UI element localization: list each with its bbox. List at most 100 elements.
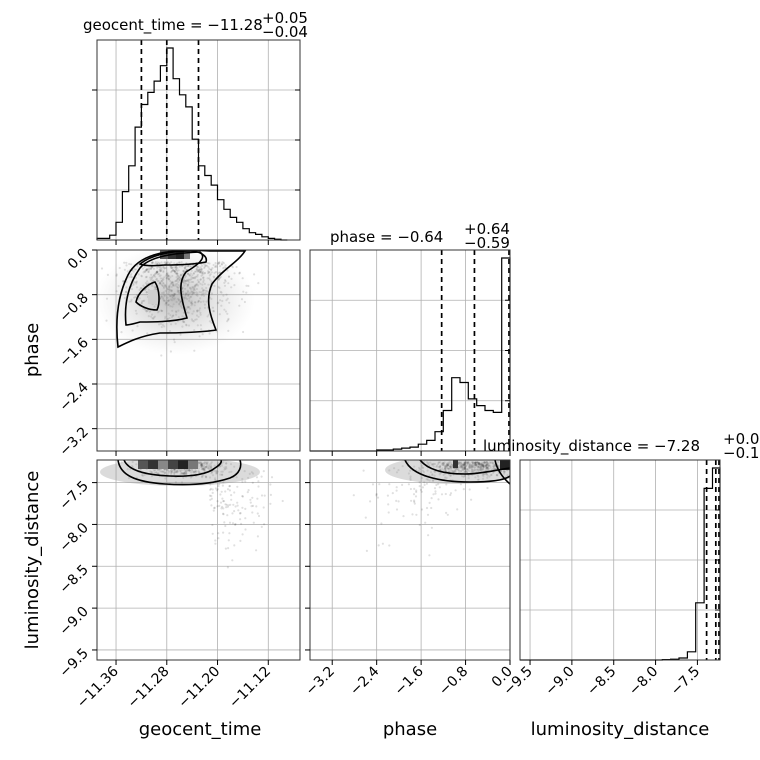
sample-point [476,465,479,468]
sample-point [473,466,476,469]
sample-point [241,477,244,481]
sample-point [420,508,424,511]
sample-point [463,466,466,469]
sample-point [445,463,449,466]
sample-point [222,481,225,484]
sample-point [213,507,216,510]
sample-point [487,464,490,467]
sample-point [438,466,442,469]
sample-point [463,467,466,470]
sample-point [445,476,448,479]
sample-point [222,513,225,516]
sample-point [482,464,485,467]
sample-point [477,469,480,472]
sample-point [194,469,197,472]
sample-point [487,462,490,465]
sample-point [418,523,421,527]
sample-point [525,464,527,466]
sample-point [423,483,426,486]
sample-point [425,482,428,485]
sample-point [395,471,399,474]
sample-point [470,471,473,474]
sample-point [230,494,233,497]
sample-point [428,464,431,467]
sample-point [503,471,506,474]
sample-point [428,554,431,557]
sample-point [197,465,200,468]
sample-point [188,468,191,472]
sample-point [475,461,479,464]
sample-point [466,462,469,465]
sample-point [458,461,461,464]
sample-point [430,462,433,466]
sample-point [201,475,204,478]
sample-point [486,462,489,465]
ytick-label-luminosity_distance: −9.0 [56,604,91,639]
sample-point [485,464,488,467]
sample-point [198,471,201,474]
sample-point [424,521,427,524]
sample-point [456,508,459,511]
sample-point [474,463,478,466]
sample-point [201,464,204,468]
sample-point [443,464,446,467]
sample-point [226,505,229,508]
sample-point [459,465,462,468]
ytick-label-phase: −0.8 [56,290,91,325]
sample-point [157,472,160,475]
sample-point [443,468,447,471]
sample-point [202,464,205,467]
sample-point [453,469,457,472]
sample-point [486,474,489,477]
sample-point [437,466,440,469]
sample-point [479,466,482,469]
sample-point [158,469,161,472]
sample-point [474,461,477,464]
sample-point [463,463,466,466]
sample-point [257,514,261,518]
sample-point [423,481,426,484]
sample-point [482,466,485,469]
sample-point [206,461,209,464]
histogram-phase [310,257,511,452]
sample-point [514,463,516,465]
sample-point [176,470,179,473]
sample-point [388,469,391,472]
sample-point [188,469,191,472]
sample-point [203,468,206,471]
sample-point [223,466,226,469]
sample-point [244,528,247,531]
sample-point [460,464,463,467]
sample-point [463,461,466,465]
sample-point [485,461,488,464]
sample-point [421,476,424,480]
sample-point [485,463,488,466]
sample-point [173,469,176,472]
sample-point [471,470,474,473]
sample-point [200,463,203,466]
sample-point [481,464,485,467]
xtick-label-geocent_time: −11.28 [125,664,173,712]
sample-point [429,471,433,474]
sample-point [435,464,439,467]
sample-point [481,464,484,467]
sample-point [378,483,381,486]
sample-point [480,463,483,466]
sample-point [467,461,470,464]
sample-point [478,463,481,466]
sample-point [474,461,477,464]
sample-point [450,464,453,467]
sample-point [486,486,489,490]
sample-point [257,485,260,488]
sample-point [170,470,173,473]
sample-point [462,463,465,466]
sample-point [441,467,444,470]
sample-point [430,526,433,529]
sample-point [463,467,466,470]
sample-point [214,542,217,545]
sample-point [477,469,480,472]
sample-point [453,469,456,473]
sample-point [208,463,211,466]
xtick-label-luminosity_distance: −8.0 [626,664,661,699]
sample-point [195,470,198,473]
